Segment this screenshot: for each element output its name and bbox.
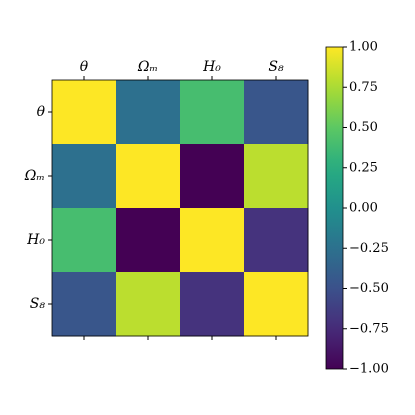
- heat-cell: [244, 272, 309, 337]
- colorbar-tick-label: −0.50: [349, 281, 389, 296]
- y-tick-label: S₈: [30, 296, 46, 312]
- y-tick-label: Ωₘ: [24, 168, 45, 184]
- colorbar-tick-label: −0.75: [349, 321, 389, 336]
- x-tick-label: Ωₘ: [137, 59, 158, 75]
- colorbar-tick-label: 1.00: [349, 40, 378, 55]
- colorbar-tick-label: −1.00: [349, 362, 389, 377]
- heat-cell: [244, 80, 309, 145]
- heat-cell: [116, 272, 181, 337]
- colorbar: [325, 46, 344, 370]
- y-tick-label: H₀: [26, 232, 45, 248]
- colorbar-tick-label: 0.00: [349, 201, 378, 216]
- heat-cell: [116, 80, 181, 145]
- heat-cell: [52, 144, 117, 209]
- heat-cell: [116, 208, 181, 273]
- heat-cell: [180, 272, 245, 337]
- heat-cell: [52, 80, 117, 145]
- heat-cell: [52, 272, 117, 337]
- heat-cell: [244, 144, 309, 209]
- colorbar-tick-label: 0.25: [349, 160, 378, 175]
- heat-cell: [180, 80, 245, 145]
- colorbar-tick-label: 0.50: [349, 120, 378, 135]
- colorbar-tick-label: 0.75: [349, 80, 378, 95]
- plot-frame: [51, 79, 309, 337]
- heat-cell: [52, 208, 117, 273]
- y-tick-label: θ: [37, 104, 46, 120]
- x-tick-label: H₀: [202, 59, 221, 75]
- x-tick-label: θ: [80, 59, 89, 75]
- heat-cell: [180, 208, 245, 273]
- heat-cell: [116, 144, 181, 209]
- colorbar-tick-label: −0.25: [349, 241, 389, 256]
- x-tick-label: S₈: [268, 59, 284, 75]
- heat-cell: [244, 208, 309, 273]
- heat-cell: [180, 144, 245, 209]
